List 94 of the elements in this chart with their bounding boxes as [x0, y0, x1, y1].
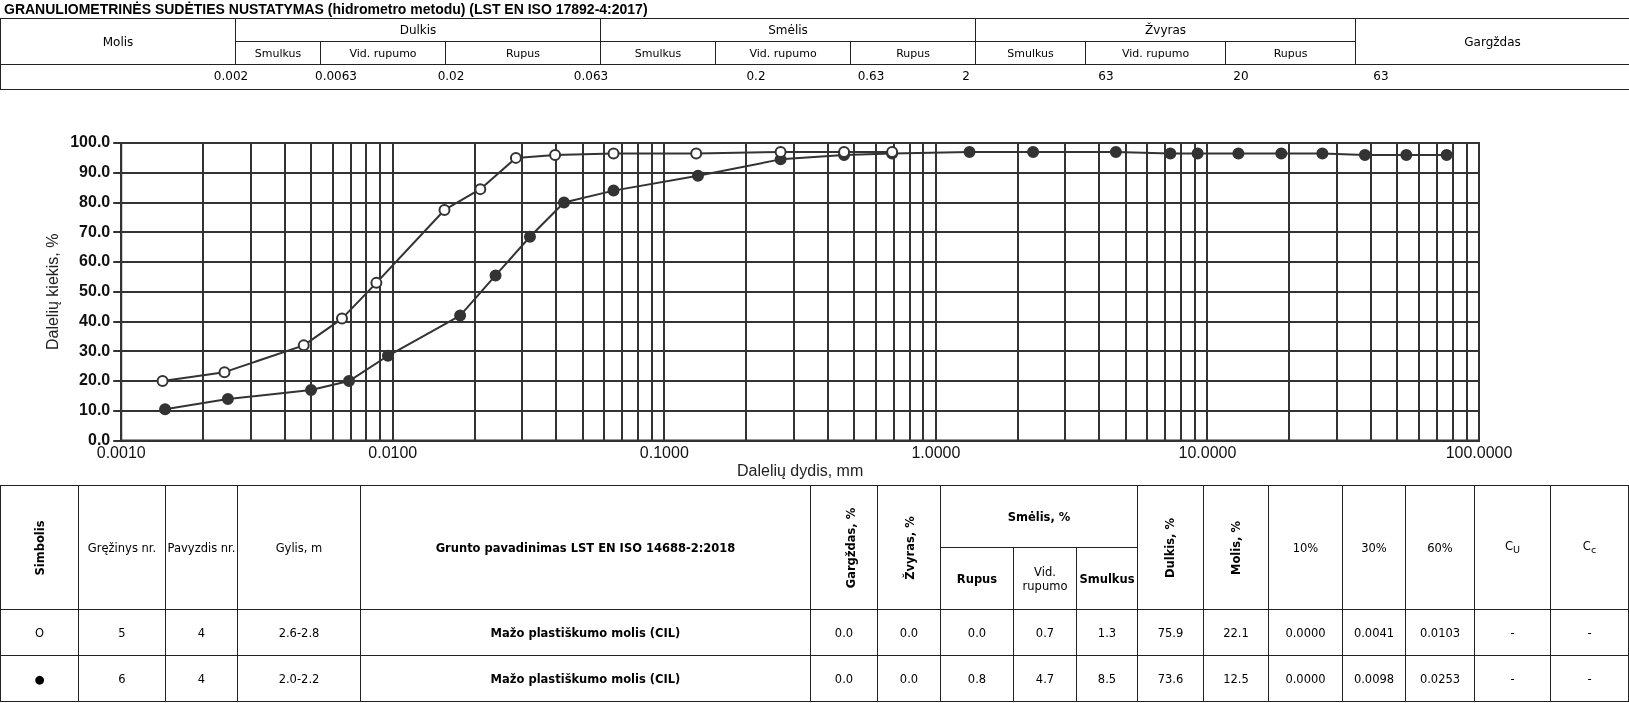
- text: 0.0103: [1419, 625, 1461, 640]
- text: 0.0000: [1285, 625, 1326, 640]
- text: 2: [962, 69, 970, 83]
- text: 0.0063: [315, 69, 357, 83]
- text: 0.0: [834, 625, 854, 640]
- text: Smėlis: [768, 23, 808, 37]
- text: Vid. rupumo: [1022, 564, 1068, 593]
- y-tick-label: 100.0: [70, 133, 111, 151]
- text: C$_{U}$: [1504, 539, 1521, 556]
- text: 22.1: [1223, 625, 1249, 640]
- text: Gargždas: [1464, 34, 1521, 49]
- text: 0.002: [213, 69, 249, 83]
- text: 12.5: [1223, 671, 1249, 686]
- text: 4.7: [1035, 671, 1055, 686]
- text: 4: [197, 671, 206, 686]
- text: 0.63: [857, 69, 885, 83]
- x-tick-label: 1.0000: [911, 443, 961, 461]
- text: ●: [34, 671, 45, 686]
- text: O: [34, 625, 45, 640]
- x-tick-label: 0.1000: [639, 443, 689, 461]
- text: 0.0098: [1353, 671, 1395, 686]
- text: Vid. rupumo: [1121, 46, 1190, 60]
- text: Smulkus: [634, 46, 682, 60]
- text: 0.063: [573, 69, 609, 83]
- y-tick-label: 30.0: [79, 341, 111, 359]
- y-tick-label: 90.0: [79, 163, 111, 181]
- text: Pavyzdis nr.: [167, 540, 236, 555]
- text: Dulkis, %: [1163, 517, 1178, 578]
- text: Žvyras, %: [902, 515, 917, 580]
- y-tick-label: 50.0: [79, 282, 111, 300]
- text: Žvyras: [1145, 23, 1187, 37]
- x-tick-label: 10.0000: [1178, 443, 1237, 461]
- text: Smulkus: [254, 46, 302, 60]
- text: 8.5: [1097, 671, 1117, 686]
- text: 10%: [1292, 540, 1319, 555]
- text: 0.0: [967, 625, 987, 640]
- text: Dulkis: [399, 23, 437, 37]
- text: Rupus: [506, 46, 540, 60]
- text: -: [1510, 671, 1515, 686]
- text: Gylis, m: [275, 540, 323, 555]
- text: Smulkus: [1079, 571, 1135, 586]
- text: 2.6-2.8: [278, 625, 320, 640]
- x-axis-title: Dalelių dydis, mm: [736, 461, 864, 479]
- text: 2.0-2.2: [278, 671, 320, 686]
- y-axis-title: Dalelių kiekis, %: [44, 233, 62, 351]
- text: 60%: [1427, 540, 1453, 555]
- text: Grunto pavadinimas LST EN ISO 14688-2:2018: [434, 540, 737, 555]
- text: 1.3: [1097, 625, 1117, 640]
- x-tick-label: 100.0000: [1445, 443, 1513, 461]
- text: 63: [1373, 69, 1389, 83]
- text: 0.0: [834, 671, 854, 686]
- text: Mažo plastiškumo molis (CIL): [490, 625, 681, 640]
- text: 4: [197, 625, 206, 640]
- text: Gręžinys nr.: [87, 540, 157, 555]
- chart-title: GRANULIOMETRINĖS SUDĖTIES NUSTATYMAS (hidrometro metodu) (LST EN ISO 17892-4:2017): [4, 0, 648, 18]
- y-tick-label: 40.0: [79, 311, 111, 329]
- text: 20: [1233, 69, 1249, 83]
- text: Molis: [102, 34, 134, 49]
- text: 75.9: [1157, 625, 1184, 640]
- text: 0.0000: [1285, 671, 1326, 686]
- text: 0.02: [437, 69, 465, 83]
- text: 30%: [1361, 540, 1387, 555]
- text: -: [1587, 625, 1592, 640]
- text: 0.0253: [1419, 671, 1461, 686]
- y-tick-label: 20.0: [79, 371, 111, 389]
- x-tick-label: 0.0100: [368, 443, 418, 461]
- text: -: [1510, 625, 1515, 640]
- text: -: [1587, 671, 1592, 686]
- text: 0.8: [967, 671, 987, 686]
- text: 0.0041: [1353, 625, 1395, 640]
- text: Vid. rupumo: [349, 46, 417, 60]
- y-tick-label: 60.0: [79, 252, 111, 270]
- text: 0.2: [746, 69, 766, 83]
- text: 6: [118, 671, 126, 686]
- text: Vid. rupumo: [749, 46, 817, 60]
- text: 63: [1098, 69, 1114, 83]
- text: Rupus: [956, 571, 998, 586]
- text: Mažo plastiškumo molis (CIL): [490, 671, 681, 686]
- text: Gargždas, %: [844, 507, 859, 588]
- y-tick-label: 70.0: [79, 222, 111, 240]
- text: C$_{c}$: [1582, 539, 1597, 556]
- text: Simbolis: [32, 519, 47, 576]
- y-tick-label: 10.0: [79, 401, 111, 419]
- text: 0.7: [1035, 625, 1055, 640]
- text: 0.0: [899, 671, 919, 686]
- text: Rupus: [896, 46, 930, 60]
- text: Rupus: [1273, 46, 1308, 60]
- text: Smulkus: [1007, 46, 1054, 60]
- text: 73.6: [1157, 671, 1184, 686]
- text: Molis, %: [1229, 520, 1243, 575]
- text: 0.0: [899, 625, 919, 640]
- text: 5: [118, 625, 126, 640]
- y-tick-label: 80.0: [79, 192, 111, 210]
- text: Smėlis, %: [1007, 509, 1071, 524]
